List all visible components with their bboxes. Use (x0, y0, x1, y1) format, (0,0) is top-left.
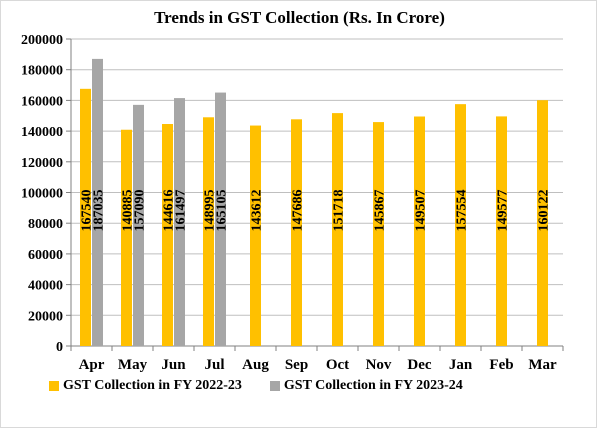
x-tick-label: May (118, 357, 148, 373)
y-tick-label: 100000 (21, 187, 63, 202)
chart-title: Trends in GST Collection (Rs. In Crore) (154, 8, 445, 27)
data-label-oct-series1: 151718 (332, 190, 347, 232)
data-label-nov-series1: 145867 (373, 190, 388, 232)
data-label-jun-series1: 144616 (162, 190, 177, 232)
y-tick-label: 20000 (28, 309, 63, 324)
y-tick-label: 140000 (21, 125, 63, 140)
legend: GST Collection in FY 2022-23 GST Collect… (49, 378, 569, 394)
data-label-mar-series1: 160122 (537, 190, 552, 232)
bar-jul-series1 (203, 117, 214, 347)
legend-label-fy2023-24: GST Collection in FY 2023-24 (283, 378, 463, 393)
bar-oct-series1 (332, 113, 343, 346)
x-tick-label: Jul (204, 357, 224, 373)
x-tick-label: Dec (407, 357, 431, 373)
bar-jul-series2 (215, 92, 226, 346)
y-tick-label: 180000 (21, 64, 63, 79)
bar-may-series1 (121, 129, 132, 346)
data-label-may-series1: 140885 (121, 190, 136, 232)
data-label-dec-series1: 149507 (414, 190, 429, 232)
bar-aug-series1 (250, 125, 261, 347)
legend-swatch-fy2022-23 (49, 381, 59, 391)
data-label-jun-series2: 161497 (174, 190, 189, 232)
legend-item-fy2022-23: GST Collection in FY 2022-23 (49, 378, 242, 394)
bar-feb-series1 (496, 116, 507, 346)
bar-mar-series1 (537, 100, 548, 346)
y-tick-label: 40000 (28, 279, 63, 294)
data-label-apr-series1: 167540 (80, 190, 95, 232)
x-tick-label: Jan (449, 357, 473, 373)
data-label-may-series2: 157090 (133, 190, 148, 232)
bar-sep-series1 (291, 119, 302, 346)
data-label-jul-series1: 148995 (203, 190, 218, 232)
axes: 0 20000 40000 60000 80000 100000 120000 140000 1… (21, 33, 564, 373)
x-tick-label: Sep (285, 357, 308, 373)
bar-jun-series2 (174, 98, 185, 346)
bar-jan-series1 (455, 104, 466, 347)
x-tick-label: Feb (489, 357, 513, 373)
data-label-feb-series1: 149577 (496, 190, 511, 232)
x-tick-label: Aug (242, 357, 269, 373)
bar-dec-series1 (414, 116, 425, 347)
legend-label-fy2022-23: GST Collection in FY 2022-23 (63, 378, 242, 393)
y-tick-label: 200000 (21, 33, 63, 48)
x-tick-label: Mar (528, 357, 557, 373)
y-tick-label: 80000 (28, 217, 63, 232)
x-tick-label: Jun (161, 357, 186, 373)
bar-apr-series2 (92, 58, 103, 346)
x-tick-label: Nov (366, 357, 392, 373)
legend-swatch-fy2023-24 (269, 381, 280, 391)
y-tick-label: 160000 (21, 94, 63, 109)
data-label-aug-series1: 143612 (250, 190, 265, 232)
data-label-sep-series1: 147686 (291, 190, 306, 232)
legend-item-fy2023-24: GST Collection in FY 2023-24 (269, 378, 463, 394)
y-tick-label: 0 (56, 340, 63, 355)
bar-apr-series1 (80, 88, 91, 346)
x-tick-label: Apr (79, 357, 105, 373)
data-label-jul-series2: 165105 (215, 190, 230, 232)
y-tick-label: 120000 (21, 156, 63, 171)
y-tick-label: 60000 (28, 248, 63, 263)
data-label-jan-series1: 157554 (455, 190, 470, 232)
x-tick-label: Oct (326, 357, 349, 373)
bars (80, 58, 548, 347)
bar-may-series2 (133, 104, 144, 346)
data-label-apr-series2: 187035 (92, 190, 107, 232)
bar-nov-series1 (373, 122, 384, 347)
bar-jun-series1 (162, 124, 173, 347)
